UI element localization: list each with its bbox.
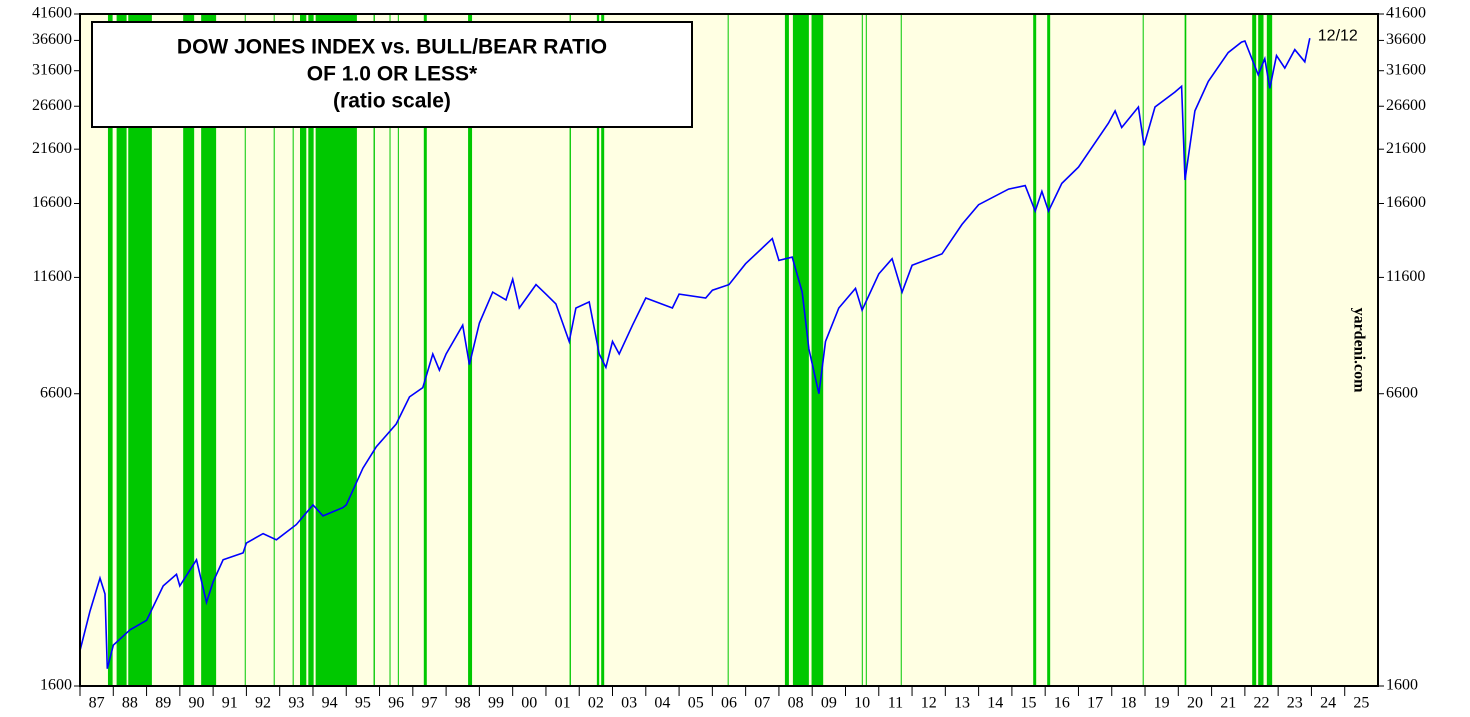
x-tick-label: 92 [255,695,271,712]
y2-tick-label: 31600 [1386,61,1426,78]
y2-tick-label: 6600 [1386,384,1418,401]
y2-tick-label: 16600 [1386,194,1426,211]
shaded-period [784,14,789,686]
y-tick-label: 26600 [32,97,72,114]
x-tick-label: 21 [1220,695,1236,712]
y2-tick-label: 36600 [1386,31,1426,48]
shaded-period [1142,14,1144,686]
shaded-period [1047,14,1051,686]
shaded-period [273,14,275,686]
y-tick-label: 16600 [32,194,72,211]
chart-title: DOW JONES INDEX vs. BULL/BEAR RATIO [177,36,607,59]
y-tick-label: 31600 [32,61,72,78]
x-tick-label: 08 [788,695,804,712]
x-tick-label: 89 [155,695,171,712]
shaded-period [116,14,127,686]
x-tick-label: 87 [89,695,105,712]
x-tick-label: 13 [954,695,970,712]
shaded-period [423,14,427,686]
shaded-period [1252,14,1257,686]
line-layer [79,38,1311,669]
shaded-period [1184,14,1187,686]
shaded-period [1266,14,1273,686]
y2-tick-label: 26600 [1386,97,1426,114]
y-tick-label: 6600 [40,384,72,401]
x-tick-label: 20 [1187,695,1203,712]
shaded-period [389,14,391,686]
y2-tick-label: 21600 [1386,140,1426,157]
x-tick-label: 00 [521,695,537,712]
x-tick-label: 25 [1353,695,1369,712]
shaded-period [1258,14,1264,686]
shaded-period [107,14,113,686]
shaded-period [900,14,902,686]
x-tick-label: 06 [721,695,737,712]
shaded-period [244,14,246,686]
shaded-period [299,14,307,686]
shaded-period [292,14,294,686]
x-tick-label: 98 [455,695,471,712]
x-tick-label: 23 [1287,695,1303,712]
y-tick-label: 1600 [40,677,72,694]
shaded-period [201,14,217,686]
shaded-period [128,14,152,686]
shaded-period [569,14,571,686]
title-box [91,21,693,128]
x-tick-label: 22 [1254,695,1270,712]
chart-title: OF 1.0 OR LESS* [307,63,478,86]
shaded-period [861,14,863,686]
x-tick-label: 02 [588,695,604,712]
x-tick-label: 07 [754,695,770,712]
shaded-period [468,14,473,686]
x-tick-label: 88 [122,695,138,712]
x-tick-label: 17 [1087,695,1103,712]
y2-tick-label: 1600 [1386,677,1418,694]
shaded-period [308,14,314,686]
x-tick-label: 99 [488,695,504,712]
x-tick-label: 03 [621,695,637,712]
x-tick-label: 97 [421,695,437,712]
x-tick-label: 12 [921,695,937,712]
shaded-period [1033,14,1037,686]
x-tick-label: 96 [388,695,404,712]
shaded-period [792,14,809,686]
y2-tick-label: 11600 [1386,268,1425,285]
x-tick-label: 18 [1120,695,1136,712]
chart-title: (ratio scale) [333,90,451,113]
y-tick-label: 36600 [32,31,72,48]
y-tick-label: 41600 [32,5,72,22]
x-tick-label: 04 [654,695,670,712]
x-tick-label: 10 [854,695,870,712]
x-tick-label: 24 [1320,695,1336,712]
x-tick-label: 11 [888,695,903,712]
shaded-period [727,14,729,686]
x-tick-label: 95 [355,695,371,712]
x-tick-label: 15 [1021,695,1037,712]
source-label: yardeni.com [1350,308,1367,394]
y2-tick-label: 41600 [1386,5,1426,22]
shaded-period [601,14,605,686]
shaded-period [865,14,867,686]
x-tick-label: 01 [555,695,571,712]
x-tick-label: 94 [322,695,338,712]
x-tick-label: 05 [688,695,704,712]
shaded-period [183,14,195,686]
x-tick-label: 91 [222,695,238,712]
shaded-period [373,14,375,686]
series-line [79,38,1311,669]
x-tick-label: 19 [1154,695,1170,712]
y-tick-label: 11600 [33,268,72,285]
shaded-period [811,14,824,686]
x-tick-label: 09 [821,695,837,712]
shaded-period [397,14,399,686]
end-label: 12/12 [1318,27,1358,44]
x-tick-label: 14 [987,695,1003,712]
x-tick-label: 16 [1054,695,1070,712]
plot-frame [79,13,1379,687]
x-tick-label: 93 [288,695,304,712]
x-tick-label: 90 [188,695,204,712]
y-tick-label: 21600 [32,140,72,157]
